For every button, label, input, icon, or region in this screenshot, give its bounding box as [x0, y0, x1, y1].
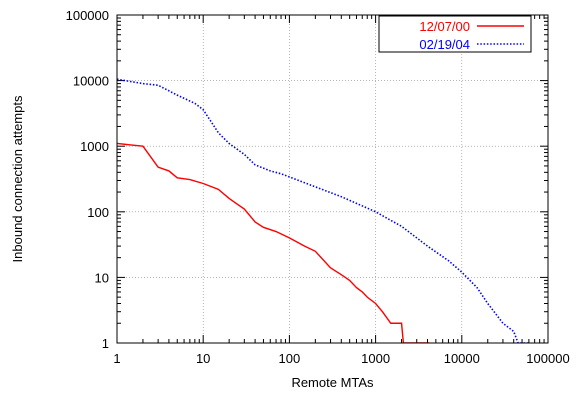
x-tick-label: 10000	[444, 351, 480, 366]
series-line-0	[117, 142, 430, 343]
x-tick-label: 10	[196, 351, 210, 366]
legend: 12/07/00 02/19/04	[378, 15, 532, 53]
y-tick-label: 10000	[73, 74, 109, 89]
axis-ticks: 1 10 100 1000 10000 100000 1 10 100 1000 10000 1000…	[66, 8, 570, 366]
series-lines	[117, 78, 529, 343]
y-axis-label: Inbound connection attempts	[10, 95, 25, 262]
legend-label-02-19-04: 02/19/04	[419, 37, 470, 52]
y-tick-label: 1	[102, 336, 109, 351]
y-tick-label: 10	[95, 270, 109, 285]
grid	[117, 15, 548, 343]
x-tick-label: 1000	[361, 351, 390, 366]
y-tick-label: 100	[87, 205, 109, 220]
x-tick-label: 100000	[526, 351, 569, 366]
x-tick-label: 1	[113, 351, 120, 366]
x-axis-label: Remote MTAs	[291, 375, 374, 390]
y-tick-label: 100000	[66, 8, 109, 23]
legend-label-12-07-00: 12/07/00	[419, 19, 470, 34]
plot-frame	[116, 14, 549, 344]
x-tick-label: 100	[279, 351, 301, 366]
legend-box	[378, 15, 532, 53]
y-tick-label: 1000	[80, 139, 109, 154]
